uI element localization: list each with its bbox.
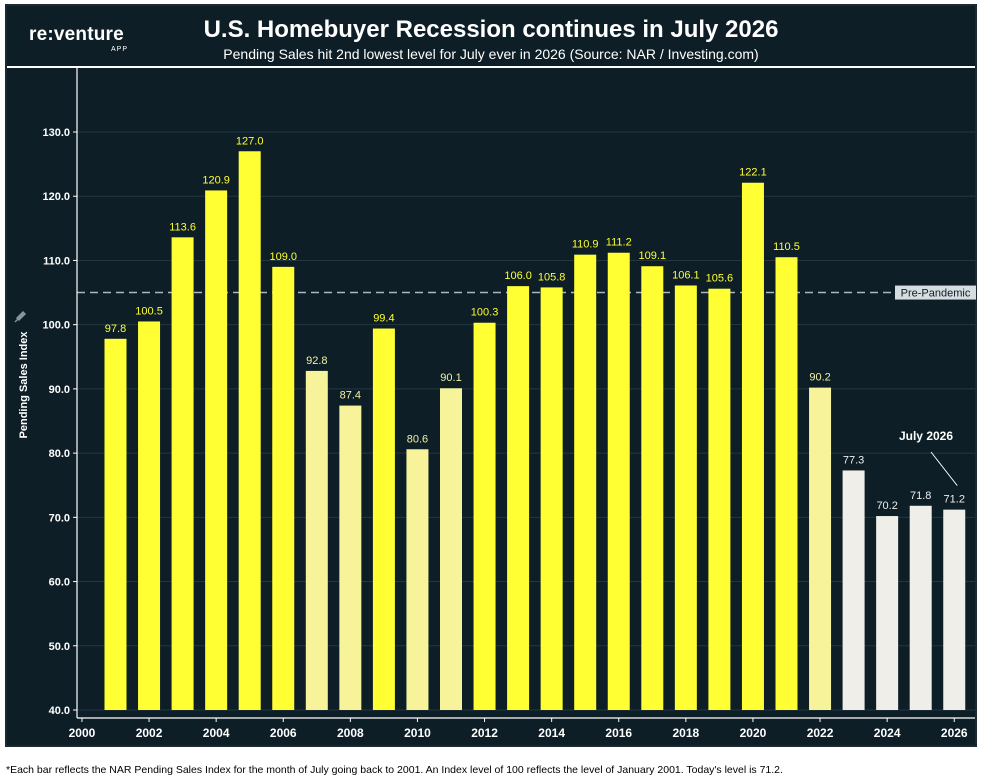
bar-value-label: 109.0 bbox=[269, 251, 297, 263]
bar bbox=[171, 237, 194, 710]
bar-value-label: 90.1 bbox=[440, 372, 461, 384]
footnote: *Each bar reflects the NAR Pending Sales… bbox=[6, 764, 783, 776]
bar-value-label: 100.3 bbox=[471, 307, 499, 319]
bar-value-label: 111.2 bbox=[606, 237, 632, 249]
bar bbox=[507, 286, 530, 710]
y-tick-label: 50.0 bbox=[49, 641, 70, 653]
bar bbox=[809, 387, 832, 710]
bar-value-label: 105.8 bbox=[538, 271, 566, 283]
bar bbox=[775, 257, 798, 710]
bar-value-label: 90.2 bbox=[809, 372, 830, 384]
y-tick-label: 100.0 bbox=[42, 320, 70, 332]
y-tick-label: 80.0 bbox=[49, 448, 70, 460]
x-tick-label: 2000 bbox=[69, 726, 96, 740]
bar-value-label: 87.4 bbox=[340, 390, 361, 402]
bar-value-label: 127.0 bbox=[236, 135, 264, 147]
pin-icon bbox=[14, 310, 27, 323]
x-tick-label: 2004 bbox=[203, 726, 230, 740]
bar bbox=[138, 321, 161, 710]
x-tick-label: 2016 bbox=[605, 726, 632, 740]
chart-header: re:venture APP U.S. Homebuyer Recession … bbox=[7, 6, 975, 68]
axes: 40.0 50.0 60.0 70.0 80.0 90.0 100.0 110.0 120.0 1… bbox=[14, 68, 975, 740]
bar bbox=[574, 254, 597, 711]
x-tick-label: 2026 bbox=[941, 726, 968, 740]
bar-value-label: 92.8 bbox=[306, 355, 327, 367]
bar bbox=[406, 449, 429, 710]
bar bbox=[842, 470, 865, 710]
bar-value-label: 105.6 bbox=[706, 273, 734, 285]
bar bbox=[607, 252, 630, 710]
reference-label-box bbox=[895, 285, 976, 300]
bar bbox=[339, 405, 362, 710]
y-tick-label: 110.0 bbox=[43, 255, 70, 267]
x-tick-label: 2014 bbox=[538, 726, 565, 740]
bar-value-label: 106.0 bbox=[504, 270, 532, 282]
y-axis-title: Pending Sales Index bbox=[18, 331, 30, 439]
y-tick-label: 70.0 bbox=[49, 512, 70, 524]
bar-value-label: 71.2 bbox=[944, 494, 965, 506]
bar-value-label: 122.1 bbox=[739, 167, 767, 179]
bar bbox=[473, 322, 496, 710]
x-tick-label: 2022 bbox=[807, 726, 834, 740]
data-labels: 97.8 100.5 113.6 120.9 127.0 109.0 92.8 87.4 99.… bbox=[105, 135, 965, 512]
bar-value-label: 77.3 bbox=[843, 454, 864, 466]
bar-value-label: 106.1 bbox=[672, 269, 700, 281]
reventure-logo: re:venture bbox=[29, 24, 124, 45]
y-tick-label: 60.0 bbox=[49, 577, 70, 589]
reference-line-label: Pre-Pandemic bbox=[901, 288, 971, 300]
y-tick-label: 130.0 bbox=[42, 127, 70, 139]
annotation-pointer bbox=[930, 451, 958, 486]
logo-subtext: APP bbox=[111, 46, 129, 53]
bar-chart: Pre-Pandemic 97.8 100.5 113.6 120.9 127.0 109… bbox=[14, 68, 976, 740]
bar bbox=[943, 509, 966, 710]
bar bbox=[540, 287, 563, 710]
annotations: July 2026 bbox=[899, 429, 958, 486]
bar bbox=[272, 266, 295, 710]
x-tick-label: 2008 bbox=[337, 726, 364, 740]
bar-value-label: 71.8 bbox=[910, 490, 931, 502]
bar bbox=[641, 266, 664, 710]
bar-value-label: 113.6 bbox=[169, 221, 196, 233]
bars bbox=[104, 151, 966, 711]
x-tick-label: 2018 bbox=[672, 726, 699, 740]
x-tick-label: 2020 bbox=[740, 726, 767, 740]
bar bbox=[909, 505, 932, 710]
bar-value-label: 99.4 bbox=[373, 313, 394, 325]
x-tick-label: 2012 bbox=[471, 726, 498, 740]
bar-value-label: 70.2 bbox=[876, 500, 897, 512]
chart-title: U.S. Homebuyer Recession continues in Ju… bbox=[203, 16, 779, 43]
bar bbox=[372, 328, 395, 710]
y-tick-label: 40.0 bbox=[49, 705, 70, 717]
bar bbox=[876, 516, 899, 710]
y-tick-label: 120.0 bbox=[42, 191, 70, 203]
bar bbox=[305, 370, 328, 710]
x-tick-label: 2006 bbox=[270, 726, 297, 740]
bar bbox=[674, 285, 697, 710]
bar bbox=[708, 288, 731, 710]
chart-subtitle: Pending Sales hit 2nd lowest level for J… bbox=[223, 46, 759, 62]
bar bbox=[741, 182, 764, 711]
bar-value-label: 120.9 bbox=[202, 174, 230, 186]
bar-value-label: 109.1 bbox=[639, 250, 667, 262]
bar bbox=[205, 190, 228, 711]
x-tick-label: 2002 bbox=[136, 726, 163, 740]
bar-value-label: 100.5 bbox=[135, 305, 163, 317]
bar-value-label: 110.5 bbox=[773, 241, 800, 253]
x-tick-label: 2024 bbox=[874, 726, 901, 740]
x-tick-label: 2010 bbox=[404, 726, 431, 740]
y-tick-label: 90.0 bbox=[49, 384, 70, 396]
bar bbox=[440, 388, 462, 710]
bar-value-label: 80.6 bbox=[407, 433, 428, 445]
bar bbox=[238, 151, 261, 710]
bar-value-label: 97.8 bbox=[105, 323, 126, 335]
annotation-label: July 2026 bbox=[899, 429, 953, 443]
bar bbox=[104, 338, 127, 710]
bar-value-label: 110.9 bbox=[572, 239, 599, 251]
